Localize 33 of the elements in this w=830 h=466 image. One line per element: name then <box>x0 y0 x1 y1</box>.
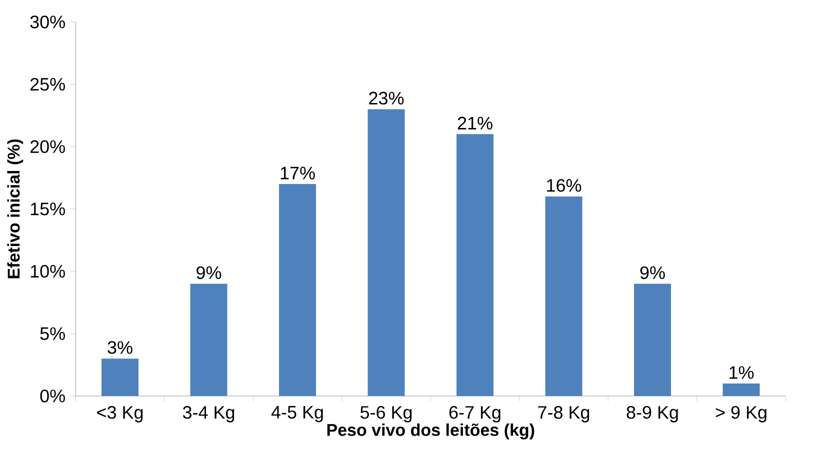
x-tick-label: <3 Kg <box>97 406 143 422</box>
bar <box>545 196 582 396</box>
data-label: 21% <box>458 116 492 130</box>
y-tick-label: 30% <box>30 16 65 28</box>
x-tick-label: > 9 Kg <box>716 406 766 422</box>
bar <box>368 109 405 396</box>
bar <box>634 284 671 396</box>
x-tick-label: 3-4 Kg <box>182 406 234 422</box>
data-label: 1% <box>730 366 754 379</box>
x-tick-label: 6-7 Kg <box>449 406 500 422</box>
bar <box>190 284 228 396</box>
x-tick-label: 4-5 Kg <box>271 406 323 422</box>
x-tick-label: 8-9 Kg <box>626 406 678 422</box>
bar <box>456 134 494 396</box>
bar <box>102 358 139 396</box>
bar <box>722 384 760 396</box>
y-tick-label: 20% <box>30 140 65 154</box>
data-label: 17% <box>280 166 315 180</box>
data-label: 3% <box>108 341 132 354</box>
data-label: 16% <box>547 179 582 192</box>
data-label: 23% <box>369 92 404 105</box>
y-tick-label: 0% <box>40 390 65 402</box>
y-axis-title: Efetivo inicial (%) <box>7 139 24 278</box>
x-axis-title: Peso vivo dos leitões (kg) <box>327 423 534 440</box>
data-label: 9% <box>196 266 222 280</box>
data-label: 9% <box>640 266 665 280</box>
y-tick-label: 15% <box>30 202 65 216</box>
y-tick-label: 25% <box>30 78 65 91</box>
x-tick-label: 7-8 Kg <box>538 406 590 422</box>
bar <box>279 184 316 396</box>
y-tick-label: 10% <box>30 264 65 278</box>
y-tick-label: 5% <box>40 327 65 340</box>
x-tick-label: 5-6 Kg <box>360 406 412 422</box>
